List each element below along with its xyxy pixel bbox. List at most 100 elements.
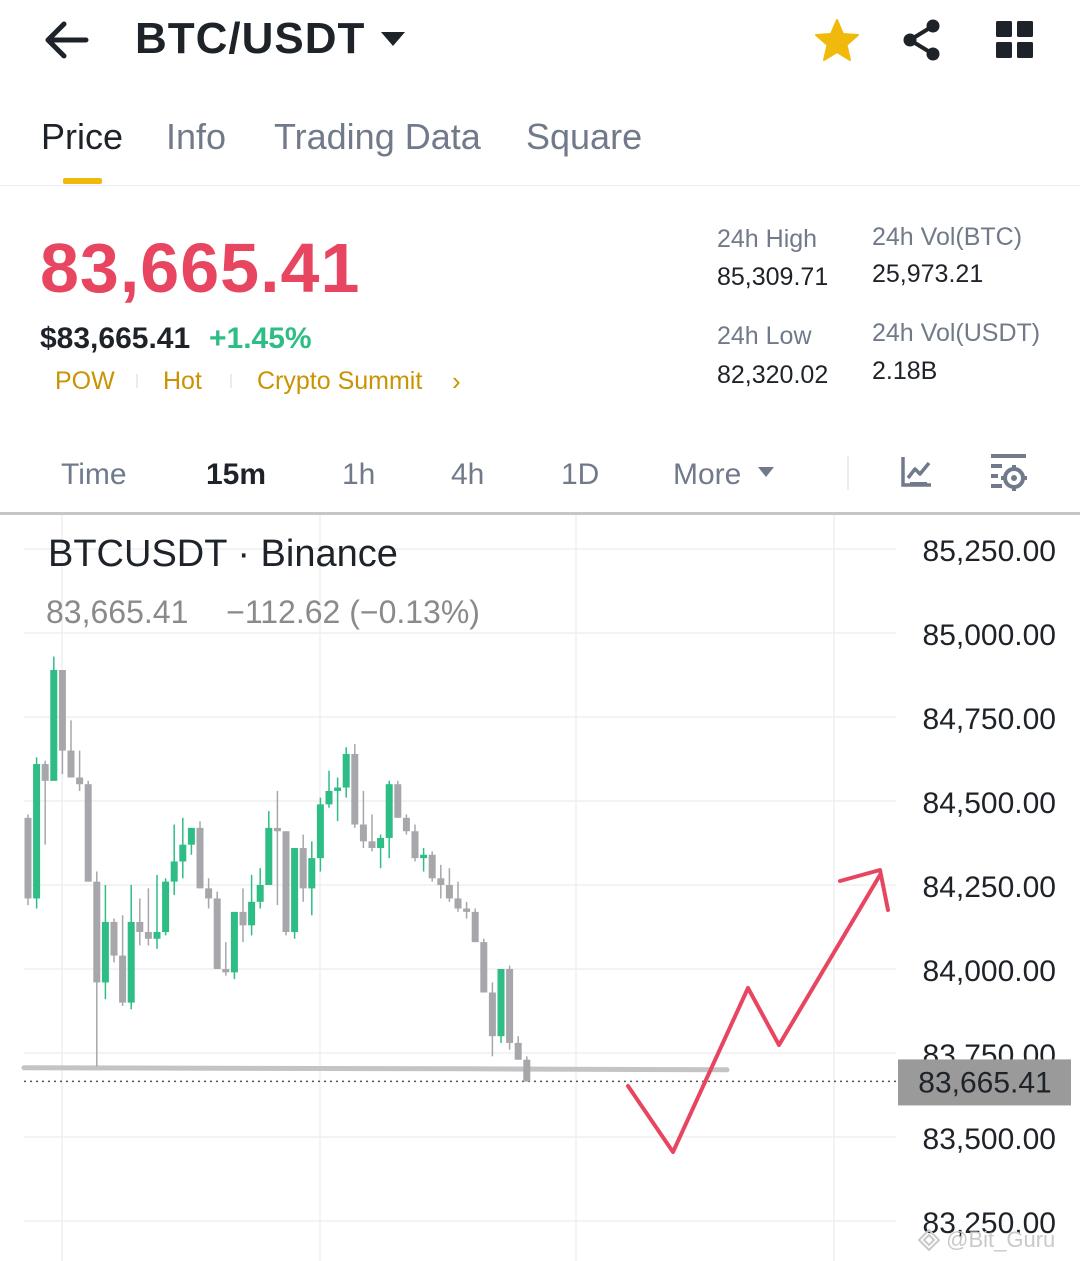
watermark: @Bit_Guru bbox=[917, 1227, 1055, 1253]
tag-hot[interactable]: Hot bbox=[163, 367, 202, 395]
candle-body bbox=[76, 777, 84, 785]
stat-vol-btc-label: 24h Vol(BTC) bbox=[872, 223, 1023, 251]
candle-body bbox=[33, 764, 41, 899]
interval-time[interactable]: Time bbox=[61, 458, 127, 491]
candle-body bbox=[316, 804, 324, 859]
chevron-right-icon[interactable]: › bbox=[452, 366, 461, 396]
candle-body bbox=[445, 885, 453, 899]
support-line bbox=[21, 1065, 730, 1073]
tag-crypto-summit[interactable]: Crypto Summit bbox=[257, 367, 423, 395]
candle-body bbox=[153, 932, 161, 939]
candle-body bbox=[282, 831, 290, 933]
candle-body bbox=[187, 827, 195, 845]
candle-body bbox=[196, 827, 204, 889]
y-axis-tick-label: 84,500.00 bbox=[923, 787, 1056, 820]
indicator-icon[interactable] bbox=[900, 454, 934, 493]
candle-body bbox=[325, 790, 333, 805]
candle-body bbox=[248, 901, 256, 926]
current-price-badge-label: 83,665.41 bbox=[918, 1066, 1051, 1099]
star-icon[interactable] bbox=[814, 18, 860, 67]
arrow-left-icon bbox=[45, 21, 89, 59]
y-axis-tick-label: 85,000.00 bbox=[923, 619, 1056, 652]
candle-body bbox=[239, 911, 247, 926]
candle-body bbox=[205, 888, 213, 899]
chart-header-change: −112.62 (−0.13%) bbox=[226, 594, 480, 630]
candle-body bbox=[334, 787, 342, 791]
chart-settings-icon[interactable] bbox=[988, 452, 1030, 497]
stat-high-label: 24h High bbox=[717, 225, 818, 253]
candle-body bbox=[162, 881, 170, 933]
usd-price: $83,665.41 bbox=[40, 322, 191, 355]
candle-body bbox=[291, 848, 299, 933]
interval-1h[interactable]: 1h bbox=[342, 458, 376, 491]
candle-body bbox=[110, 921, 118, 956]
top-bar: BTC/USDT bbox=[0, 0, 1080, 82]
annotation-arrow-head bbox=[838, 868, 890, 912]
y-axis-tick-label: 83,250.00 bbox=[923, 1207, 1056, 1240]
share-icon[interactable] bbox=[900, 18, 944, 67]
tab-price[interactable]: Price bbox=[41, 116, 124, 157]
candle-body bbox=[24, 817, 32, 899]
chart-title: BTCUSDT · Binance bbox=[48, 533, 398, 575]
tab-trading-data[interactable]: Trading Data bbox=[274, 116, 481, 157]
candle-body bbox=[488, 992, 496, 1037]
candle-body bbox=[93, 881, 101, 983]
candle-body bbox=[394, 784, 402, 818]
candle-body bbox=[368, 841, 376, 849]
stat-high-value: 85,309.71 bbox=[717, 263, 829, 291]
tab-info[interactable]: Info bbox=[166, 116, 227, 157]
candle-body bbox=[84, 784, 92, 882]
y-axis-tick-label: 83,500.00 bbox=[923, 1123, 1056, 1156]
candle-body bbox=[420, 854, 428, 859]
candle-body bbox=[41, 764, 49, 781]
candle-body bbox=[256, 885, 264, 902]
candle-body bbox=[179, 844, 187, 862]
stat-vol-usdt-value: 2.18B bbox=[872, 357, 938, 385]
candle-body bbox=[385, 784, 393, 838]
candle-body bbox=[377, 837, 385, 849]
last-price: 83,665.41 bbox=[40, 229, 361, 307]
active-tab-indicator bbox=[63, 178, 102, 184]
tag-pow[interactable]: POW bbox=[55, 367, 115, 395]
grid-icon[interactable] bbox=[995, 20, 1035, 65]
candlestick-chart[interactable]: 85,250.00 85,000.00 84,750.00 84,500.00 84,2… bbox=[0, 515, 1080, 1261]
tag-divider bbox=[136, 374, 138, 388]
interval-4h[interactable]: 4h bbox=[451, 458, 485, 491]
interval-15m[interactable]: 15m bbox=[206, 458, 267, 491]
y-axis-tick-label: 85,250.00 bbox=[923, 535, 1056, 568]
candle-body bbox=[514, 1042, 522, 1060]
interval-1d[interactable]: 1D bbox=[561, 458, 600, 491]
candle-body bbox=[342, 753, 350, 788]
candle-body bbox=[506, 969, 514, 1043]
y-axis-tick-label: 84,000.00 bbox=[923, 955, 1056, 988]
tab-square[interactable]: Square bbox=[526, 116, 643, 157]
chevron-down-icon[interactable] bbox=[380, 30, 406, 53]
interval-more[interactable]: More bbox=[673, 458, 742, 491]
watermark-logo-icon bbox=[917, 1228, 941, 1252]
candle-body bbox=[471, 911, 479, 943]
candle-body bbox=[428, 854, 436, 879]
stat-vol-usdt-label: 24h Vol(USDT) bbox=[872, 319, 1041, 347]
candle-body bbox=[359, 824, 367, 842]
candle-body bbox=[265, 827, 273, 885]
candle-body bbox=[127, 921, 135, 1003]
back-button[interactable] bbox=[40, 18, 96, 62]
candle-body bbox=[119, 955, 127, 1003]
candle-body bbox=[454, 898, 462, 909]
candle-body bbox=[230, 911, 238, 973]
chart-header-values: 83,665.41 −112.62 (−0.13%) bbox=[46, 594, 480, 631]
y-axis-tick-label: 84,750.00 bbox=[923, 703, 1056, 736]
price-change-percent: +1.45% bbox=[209, 322, 312, 355]
pair-title[interactable]: BTC/USDT bbox=[135, 14, 366, 63]
candle-body bbox=[58, 669, 66, 751]
caret-down-icon[interactable] bbox=[757, 465, 775, 483]
candle-body bbox=[67, 750, 75, 778]
candle-body bbox=[136, 921, 144, 933]
current-price-badge bbox=[898, 1059, 1071, 1106]
candle-body bbox=[497, 969, 505, 1037]
stat-vol-btc-value: 25,973.21 bbox=[872, 260, 984, 288]
tag-divider bbox=[230, 374, 232, 388]
candle-body bbox=[308, 858, 316, 889]
candle-body bbox=[411, 831, 419, 859]
candle-body bbox=[50, 669, 58, 781]
